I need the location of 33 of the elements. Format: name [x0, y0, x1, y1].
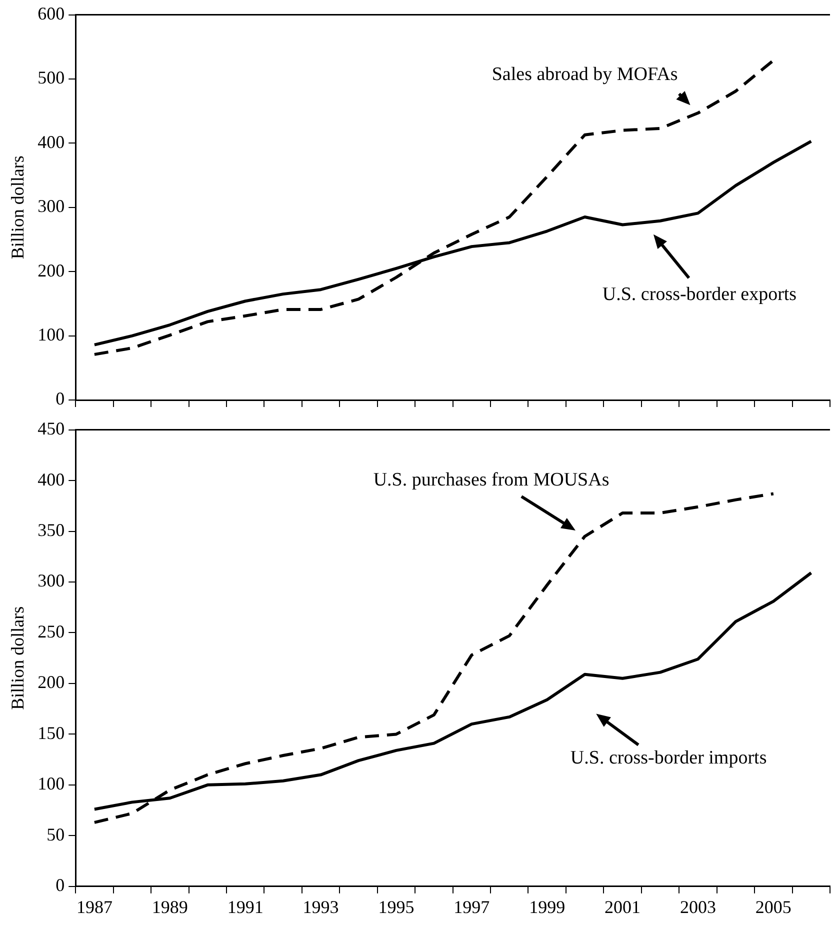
- x-tick-label: 2005: [755, 896, 792, 917]
- y-tick-label: 500: [38, 68, 65, 88]
- x-tick-label: 1987: [76, 896, 112, 917]
- y-axis-title: Billion dollars: [8, 156, 28, 260]
- y-tick-label: 0: [56, 875, 65, 896]
- y-tick-label: 50: [46, 824, 65, 844]
- annotation: U.S. cross-border exports: [602, 284, 797, 306]
- x-tick-label: 1995: [378, 896, 414, 917]
- x-tick-label: 2003: [680, 896, 716, 917]
- x-tick-label: 1991: [227, 896, 264, 917]
- y-tick-label: 350: [38, 520, 65, 540]
- x-tick-label: 1999: [529, 896, 566, 917]
- annotation: Sales abroad by MOFAs: [492, 64, 678, 85]
- annotation: U.S. cross-border imports: [570, 748, 767, 769]
- x-tick-label: 1993: [302, 896, 339, 917]
- y-tick-label: 100: [38, 774, 65, 794]
- y-tick-label: 200: [38, 672, 65, 692]
- y-tick-label: 200: [38, 260, 65, 280]
- y-tick-label: 600: [38, 4, 65, 24]
- y-tick-label: 100: [38, 324, 65, 345]
- annotation: U.S. purchases from MOUSAs: [373, 469, 610, 490]
- y-axis-title: Billion dollars: [8, 606, 28, 710]
- y-tick-label: 150: [38, 722, 65, 743]
- y-tick-label: 400: [38, 469, 65, 490]
- y-tick-label: 450: [38, 418, 65, 439]
- y-tick-label: 400: [38, 132, 65, 152]
- x-tick-label: 2001: [604, 896, 641, 917]
- y-tick-label: 300: [38, 196, 65, 216]
- x-tick-label: 1997: [454, 896, 490, 917]
- x-tick-label: 1989: [152, 896, 188, 917]
- y-tick-label: 300: [38, 570, 65, 591]
- y-tick-label: 250: [38, 621, 65, 642]
- y-tick-label: 0: [56, 388, 65, 409]
